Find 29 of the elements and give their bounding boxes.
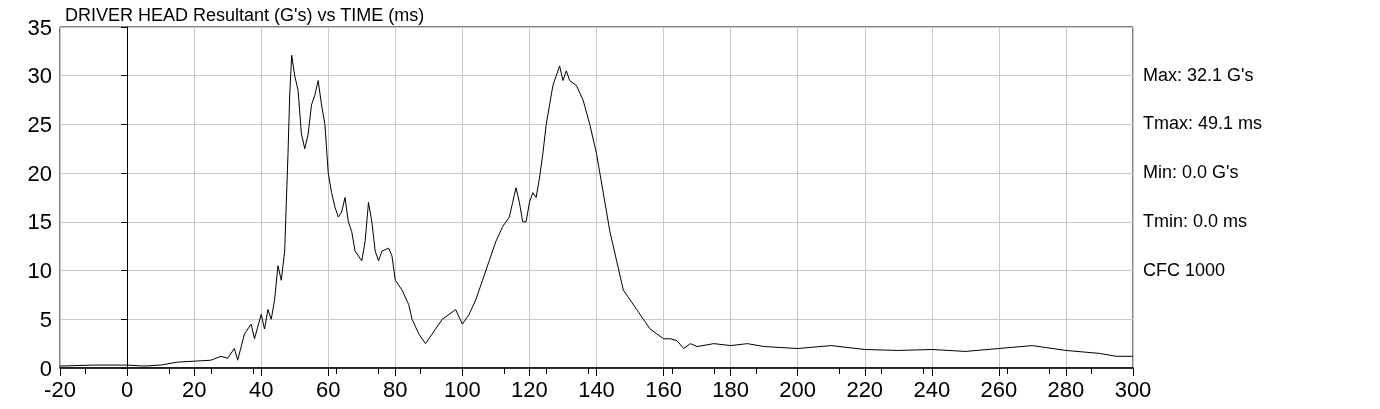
y-tick-label: 10	[27, 258, 52, 284]
x-tick-label: 140	[578, 376, 615, 402]
x-tick-label: 80	[383, 376, 408, 402]
text: Max: 32.1 G's	[1143, 64, 1254, 85]
y-tick-label: 15	[27, 209, 52, 235]
x-tick-label: 200	[779, 376, 817, 402]
text: CFC 1000	[1143, 259, 1226, 280]
x-tick-label: 0	[120, 376, 134, 402]
x-tick-label: 40	[248, 376, 274, 402]
y-tick-label: 20	[27, 160, 52, 186]
x-tick-label: 240	[913, 376, 951, 402]
x-tick-label: 260	[980, 376, 1018, 402]
chart-title: DRIVER HEAD Resultant (G's) vs TIME (ms)	[65, 5, 425, 25]
y-tick-label: 25	[27, 111, 52, 137]
x-tick-label: 220	[846, 376, 884, 402]
x-tick-label: 20	[181, 376, 207, 402]
y-tick-label: 30	[27, 63, 52, 89]
y-tick-label: 35	[27, 14, 52, 40]
x-tick-label: 100	[444, 376, 481, 402]
x-tick-label: 160	[645, 376, 682, 402]
x-tick-label: 180	[712, 376, 749, 402]
x-tick-label: 120	[511, 376, 548, 402]
text: Tmin: 0.0 ms	[1143, 210, 1248, 231]
text: Min: 0.0 G's	[1143, 162, 1239, 183]
y-tick-label: 5	[39, 306, 52, 332]
x-tick-label: 60	[316, 376, 341, 402]
text: Tmax: 49.1 ms	[1143, 113, 1263, 134]
x-tick-label: 300	[1114, 376, 1152, 402]
x-tick-label: 280	[1047, 376, 1085, 402]
